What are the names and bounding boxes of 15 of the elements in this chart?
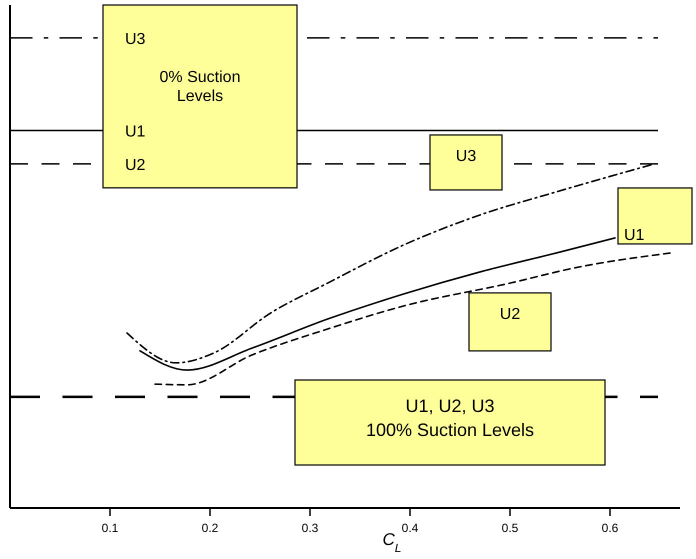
ref-line-label: U1 [125, 124, 146, 141]
x-tick-label: 0.4 [402, 521, 419, 535]
x-tick-label: 0.6 [602, 521, 619, 535]
x-axis-title: C$_{L}$ [382, 530, 402, 555]
text: U3 [456, 148, 476, 165]
series-label: U1 [624, 226, 645, 244]
x-tick-label: 0.5 [502, 521, 519, 535]
ref-line-label: U2 [125, 156, 146, 174]
x-tick-label: 0.2 [202, 521, 219, 535]
text: 0% Suction Levels [160, 69, 240, 106]
x-tick-label: 0.1 [102, 521, 119, 535]
ref-line-label: U3 [125, 30, 146, 48]
x-tick-label: 0.3 [302, 521, 319, 535]
series-label: U2 [500, 306, 520, 323]
annotation: U1, U2, U3 100% Suction Levels [366, 396, 534, 440]
